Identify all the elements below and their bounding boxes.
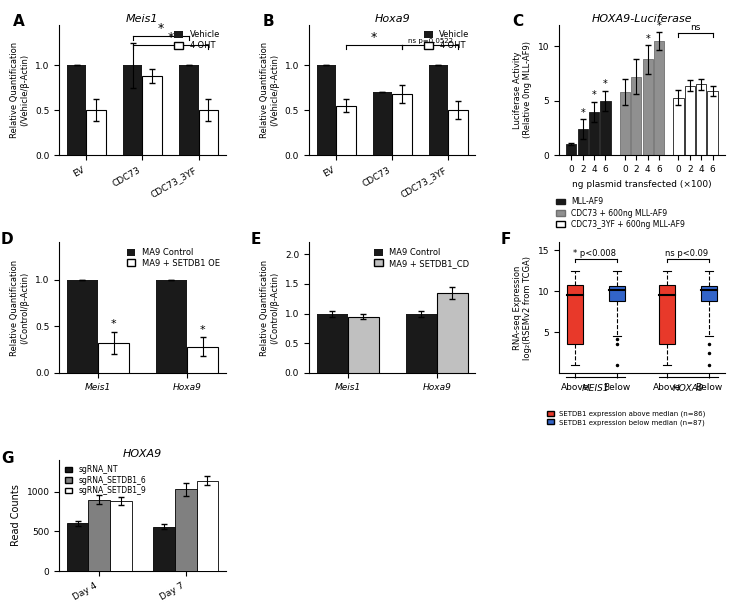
Bar [317,65,336,155]
Bar [143,76,162,155]
Bar [702,286,717,301]
Bar [392,94,412,155]
Legend: Vehicle, 4-OHT: Vehicle, 4-OHT [173,29,221,52]
Bar [609,286,625,301]
Legend: MA9 Control, MA9 + SETDB1_CD: MA9 Control, MA9 + SETDB1_CD [373,246,471,270]
Bar [67,523,88,571]
Y-axis label: Read Counts: Read Counts [11,484,21,546]
Bar [123,65,143,155]
Bar [566,144,576,155]
Bar [600,101,610,155]
Text: * p<0.008: * p<0.008 [573,249,616,258]
Bar [448,110,468,155]
Text: *: * [656,20,662,31]
Text: D: D [1,231,13,247]
Title: Meis1: Meis1 [127,14,158,24]
Bar [336,106,356,155]
Text: *: * [592,90,596,100]
Y-axis label: RNA-seq Expression
log₂(RSEMv2 from TCGA): RNA-seq Expression log₂(RSEMv2 from TCGA… [513,255,532,360]
Text: E: E [251,231,261,247]
Bar [153,527,175,571]
Bar [110,501,132,571]
Legend: SETDB1 expression above median (n=86), SETDB1 expression below median (n=87): SETDB1 expression above median (n=86), S… [545,409,707,427]
Bar [197,481,218,571]
Bar [406,314,437,373]
Bar [428,65,448,155]
Bar [348,316,379,373]
Text: ns p=0.0522: ns p=0.0522 [408,39,453,44]
Bar [707,91,718,155]
Bar [88,500,110,571]
Bar [67,279,98,373]
Bar [67,65,87,155]
Bar [620,92,630,155]
Text: ns p<0.09: ns p<0.09 [665,249,708,258]
Bar [198,110,218,155]
Bar [659,285,675,344]
Text: HOXA9: HOXA9 [673,384,704,392]
Bar [372,92,392,155]
Y-axis label: Luciferase Activity
(Relative 0ng MLL-AF9): Luciferase Activity (Relative 0ng MLL-AF… [513,41,532,138]
Y-axis label: Relative Quantification
(/Control/β-Actin): Relative Quantification (/Control/β-Acti… [260,260,279,356]
Bar [317,314,348,373]
X-axis label: ng plasmid transfected (×100): ng plasmid transfected (×100) [572,179,712,188]
Text: A: A [13,14,24,29]
Text: *: * [371,31,377,44]
Title: HOXA9: HOXA9 [123,449,162,459]
Bar [87,110,106,155]
Text: *: * [158,22,164,36]
Bar [187,347,218,373]
Bar [654,41,664,155]
Bar [175,489,197,571]
Y-axis label: Relative Quantification
(/Vehicle/β-Actin): Relative Quantification (/Vehicle/β-Acti… [10,42,30,138]
Bar [673,98,684,155]
Legend: Vehicle, 4-OHT: Vehicle, 4-OHT [423,29,471,52]
Bar [437,293,468,373]
Text: *: * [645,34,650,44]
Bar [589,112,599,155]
Legend: MLL-AF9, CDC73 + 600ng MLL-AF9, CDC73_3YF + 600ng MLL-AF9: MLL-AF9, CDC73 + 600ng MLL-AF9, CDC73_3Y… [554,196,687,230]
Bar [156,279,187,373]
Text: *: * [167,31,174,44]
Text: G: G [1,451,13,466]
Bar [567,285,582,344]
Text: *: * [603,79,608,90]
Y-axis label: Relative Quantification
(/Control/β-Actin): Relative Quantification (/Control/β-Acti… [10,260,30,356]
Text: ns: ns [690,23,701,32]
Text: *: * [111,319,116,329]
Y-axis label: Relative Quantification
(/Vehicle/β-Actin): Relative Quantification (/Vehicle/β-Acti… [260,42,279,138]
Bar [631,77,642,155]
Bar [696,85,706,155]
Text: MEIS1: MEIS1 [582,384,610,392]
Title: Hoxa9: Hoxa9 [374,14,410,24]
Bar [642,60,653,155]
Legend: MA9 Control, MA9 + SETDB1 OE: MA9 Control, MA9 + SETDB1 OE [125,246,221,270]
Bar [179,65,198,155]
Text: F: F [500,231,511,247]
Legend: sgRNA_NT, sgRNA_SETDB1_6, sgRNA_SETDB1_9: sgRNA_NT, sgRNA_SETDB1_6, sgRNA_SETDB1_9 [63,464,147,497]
Title: HOXA9-Luciferase: HOXA9-Luciferase [592,14,692,24]
Bar [98,343,129,373]
Text: *: * [580,107,585,118]
Text: C: C [512,14,523,29]
Text: *: * [200,325,206,335]
Bar [684,85,695,155]
Bar [578,129,588,155]
Text: B: B [263,14,274,29]
